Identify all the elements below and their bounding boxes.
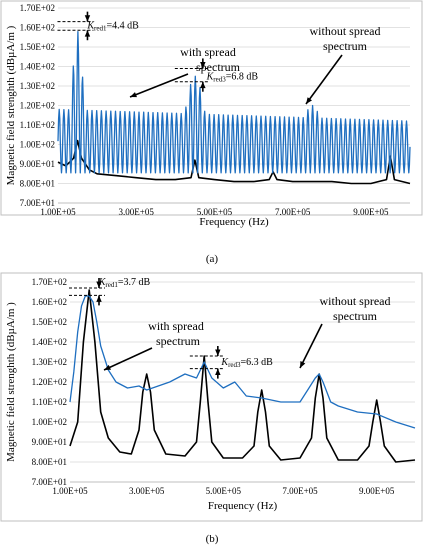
y-tick-label-7: 1.40E+02 (32, 337, 67, 347)
y-tick-label-1: 8.00E+01 (20, 179, 55, 189)
y-tick-label-3: 1.00E+02 (32, 417, 67, 427)
spread-arrow-head (104, 364, 111, 370)
x-axis-label: Frequency (Hz) (199, 216, 269, 228)
kred3-label: Kred3=6.8 dB (206, 71, 259, 83)
series-line-without-spread (57, 139, 411, 185)
spread-label-1: with spread (148, 319, 204, 333)
spread-label-2: spectrum (156, 334, 201, 348)
y-tick-label-9: 1.60E+02 (32, 297, 67, 307)
x-tick-label-1: 3.00E+05 (129, 486, 165, 496)
kred3-label: Kred3=6.3 dB (220, 357, 273, 369)
x-tick-label-3: 7.00E+05 (275, 207, 311, 217)
chart-panel-a: 7.00E+01 8.00E+01 9.00E+01 1.00E+02 1.10E+02… (0, 0, 425, 268)
series-line-with-spread (69, 295, 416, 429)
x-tick-label-1: 3.00E+05 (119, 207, 155, 217)
y-tick-label-6: 1.30E+02 (32, 357, 67, 367)
y-tick-label-0: 7.00E+01 (32, 477, 67, 487)
chart-frame (0, 0, 423, 216)
y-tick-label-8: 1.50E+02 (32, 317, 67, 327)
series-line-with-spread (57, 31, 411, 174)
nospread-arrow (305, 54, 343, 105)
kred1-bracket-arrow-down-head (96, 281, 102, 288)
kred3-bracket-arrow-down-head (215, 349, 221, 356)
kred1-label: Kred1=4.4 dB (86, 21, 139, 33)
x-tick-label-3: 7.00E+05 (282, 486, 318, 496)
nospread-label-1: without spread (310, 24, 381, 38)
spread-arrow (129, 73, 189, 98)
y-tick-label-1: 8.00E+01 (32, 457, 67, 467)
kred3-bracket-arrow-up-head (215, 368, 221, 376)
x-tick-label-0: 1.00E+05 (52, 486, 88, 496)
y-tick-label-2: 9.00E+01 (32, 437, 67, 447)
nospread-arrow-head (300, 361, 306, 368)
x-tick-label-4: 9.00E+05 (359, 486, 395, 496)
chart-b-svg: 7.00E+01 8.00E+01 9.00E+01 1.00E+02 1.10E+02… (0, 272, 423, 545)
y-tick-label-4: 1.10E+02 (20, 120, 55, 130)
panel-label: (a) (206, 253, 219, 265)
spread-arrow (103, 347, 153, 371)
kred3-bracket-arrow-up-head (200, 81, 206, 89)
y-axis-label: Magnetic field strenghth (dBµA/m ) (5, 302, 17, 462)
y-tick-label-5: 1.20E+02 (20, 101, 55, 111)
y-tick-label-10: 1.70E+02 (20, 3, 55, 13)
series-line-without-spread (69, 289, 416, 463)
y-tick-label-5: 1.20E+02 (32, 377, 67, 387)
kred1-bracket-arrow-down-head (84, 15, 91, 22)
y-tick-label-9: 1.60E+02 (20, 23, 55, 33)
y-tick-label-8: 1.50E+02 (20, 42, 55, 52)
chart-panel-b: 7.00E+01 8.00E+01 9.00E+01 1.00E+02 1.10E+02… (0, 272, 425, 550)
nospread-label-2: spectrum (333, 309, 378, 323)
x-tick-label-2: 5.00E+05 (197, 207, 233, 217)
panel-label: (b) (206, 533, 219, 545)
y-axis-label: Magnetic field strenghth (dBµA/m ) (5, 25, 17, 185)
kred1-label: Kred1=3.7 dB (98, 277, 151, 289)
nospread-arrow-head (306, 97, 313, 104)
kred1-bracket-arrow-up-head (96, 295, 102, 302)
chart-a-svg: 7.00E+01 8.00E+01 9.00E+01 1.00E+02 1.10E+02… (0, 0, 423, 265)
spread-arrow-head (130, 92, 137, 98)
nospread-label-2: spectrum (323, 39, 368, 53)
y-tick-label-4: 1.10E+02 (32, 397, 67, 407)
y-tick-label-3: 1.00E+02 (20, 140, 55, 150)
kred3-bracket-arrow-down-head (200, 62, 206, 69)
x-tick-label-0: 1.00E+05 (40, 207, 76, 217)
spread-label-1: with spread (180, 45, 236, 59)
kred1-bracket-arrow-up-head (84, 30, 91, 37)
x-tick-label-2: 5.00E+05 (206, 486, 242, 496)
nospread-arrow (299, 323, 323, 369)
chart-frame (0, 272, 423, 522)
y-tick-label-6: 1.30E+02 (20, 81, 55, 91)
y-tick-label-10: 1.70E+02 (32, 277, 67, 287)
x-axis-label: Frequency (Hz) (208, 500, 278, 512)
spread-label-2: spectrum (196, 60, 241, 74)
x-tick-label-4: 9.00E+05 (353, 207, 389, 217)
y-tick-label-0: 7.00E+01 (20, 198, 55, 208)
nospread-label-1: without spread (320, 294, 391, 308)
y-tick-label-7: 1.40E+02 (20, 62, 55, 72)
y-tick-label-2: 9.00E+01 (20, 159, 55, 169)
